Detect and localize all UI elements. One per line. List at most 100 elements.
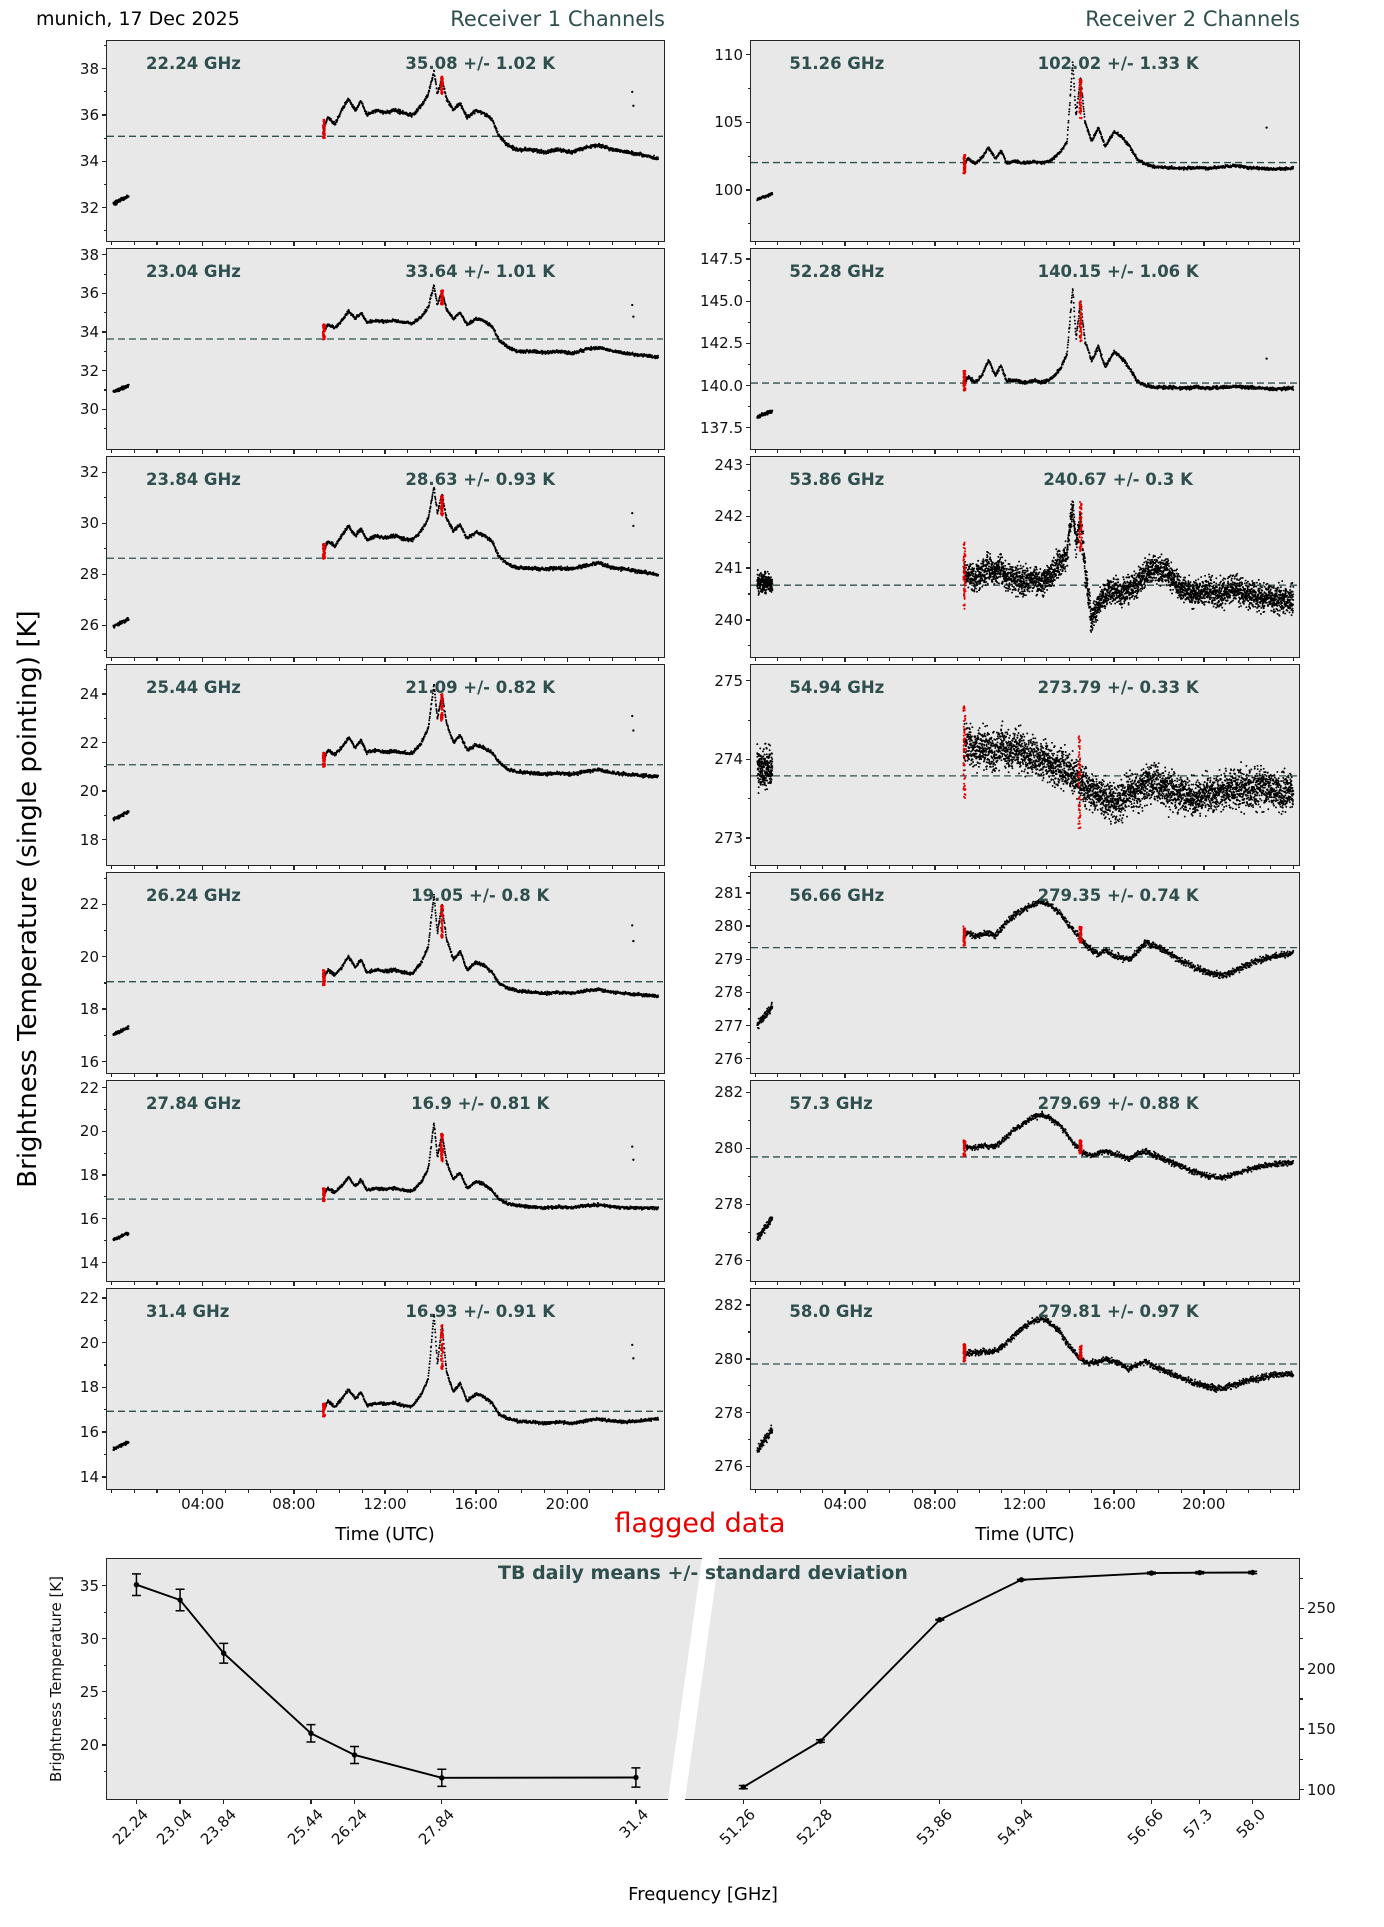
x-minor-tick-mark [429, 865, 431, 869]
x-tick-label: 20:00 [1182, 1495, 1226, 1513]
y-minor-tick-mark [747, 719, 751, 721]
x-minor-tick-mark [822, 865, 824, 869]
y-tick-label: 243 [714, 455, 743, 474]
x-minor-tick-mark [634, 241, 637, 245]
y-tick-mark [102, 903, 107, 906]
x-minor-tick-mark [133, 1489, 135, 1493]
x-minor-tick-mark [1225, 865, 1227, 869]
x-minor-tick-mark [799, 1073, 801, 1077]
x-tick-mark [293, 1489, 295, 1494]
x-minor-tick-mark [407, 241, 409, 245]
frequency-tick-mark [939, 1799, 941, 1804]
x-minor-tick-mark [133, 1073, 135, 1077]
x-minor-tick-mark [1091, 241, 1093, 245]
y-tick-label: 38 [79, 59, 99, 78]
x-tick-mark [1113, 1281, 1115, 1286]
x-minor-tick-mark [866, 657, 868, 661]
x-minor-tick-mark [110, 865, 112, 869]
x-minor-tick-mark [634, 1489, 637, 1493]
y-tick-mark [102, 1008, 107, 1010]
y-tick-mark [746, 892, 751, 894]
x-minor-tick-mark [1046, 865, 1048, 869]
channel-stat-label: 240.67 +/- 0.3 K [1043, 470, 1193, 489]
y-minor-tick-mark [103, 1034, 107, 1036]
x-minor-tick-mark [799, 657, 801, 661]
y-tick-label: 273 [714, 829, 743, 848]
x-minor-tick-mark [822, 1073, 824, 1077]
x-tick-mark [1203, 865, 1205, 870]
x-minor-tick-mark [799, 865, 801, 869]
x-tick-mark [1023, 449, 1026, 454]
y-tick-label: 279 [714, 950, 743, 969]
x-tick-mark [475, 1281, 477, 1286]
frequency-tick-label: 54.94 [994, 1805, 1038, 1849]
x-tick-mark [844, 657, 846, 662]
x-tick-mark [1113, 1073, 1115, 1078]
y-tick-mark [746, 1058, 751, 1060]
x-minor-tick-mark [452, 241, 454, 245]
y-minor-tick-mark [103, 1364, 107, 1366]
x-tick-mark [1023, 1489, 1026, 1494]
x-minor-tick-mark [247, 449, 249, 453]
x-minor-tick-mark [179, 241, 181, 245]
x-minor-tick-mark [1225, 449, 1227, 453]
x-tick-label: 20:00 [545, 1495, 589, 1513]
x-minor-tick-mark [754, 865, 756, 869]
x-minor-tick-mark [338, 1281, 340, 1285]
x-minor-tick-mark [657, 1489, 659, 1493]
x-minor-tick-mark [866, 1073, 868, 1077]
channel-panel-51.26GHz: 100 105 110 51.26 GHz 102.02 +/- 1.33 K [714, 40, 1300, 246]
channel-panel-26.24GHz: 16 18 20 22 26.24 GHz 19.05 +/- 0.8 K [80, 872, 665, 1078]
x-minor-tick-mark [361, 241, 363, 245]
x-minor-tick-mark [911, 1073, 913, 1077]
frequency-tick-mark [1020, 1799, 1023, 1804]
x-minor-tick-mark [179, 449, 181, 453]
x-minor-tick-mark [543, 241, 545, 245]
y-tick-label: 276 [714, 1457, 743, 1476]
x-minor-tick-mark [1135, 241, 1137, 245]
summary-left-y-tick [102, 1691, 107, 1693]
y-tick-mark [746, 189, 751, 191]
frequency-axis-label: Frequency [GHz] [628, 1884, 778, 1905]
x-minor-tick-mark [866, 241, 868, 245]
y-tick-mark [102, 573, 107, 576]
x-minor-tick-mark [822, 657, 824, 661]
x-minor-tick-mark [589, 1489, 591, 1493]
x-minor-tick-mark [224, 1281, 226, 1285]
y-tick-label: 32 [79, 361, 99, 380]
x-minor-tick-mark [543, 449, 545, 453]
x-minor-tick-mark [612, 657, 614, 661]
x-tick-mark [293, 1073, 295, 1078]
y-tick-mark [102, 471, 107, 473]
time-axis-label-left: Time (UTC) [335, 1524, 435, 1545]
x-minor-tick-mark [1068, 241, 1070, 245]
x-minor-tick-mark [1247, 1489, 1250, 1493]
x-minor-tick-mark [521, 449, 523, 453]
frequency-tick-label: 52.28 [793, 1805, 837, 1849]
x-minor-tick-mark [110, 1073, 112, 1077]
x-tick-mark [1203, 657, 1205, 662]
x-minor-tick-mark [866, 1489, 868, 1493]
y-tick-mark [746, 958, 751, 960]
y-minor-tick-mark [103, 312, 107, 314]
x-minor-tick-mark [866, 865, 868, 869]
x-minor-tick-mark [1046, 1489, 1048, 1493]
x-minor-tick-mark [361, 865, 363, 869]
y-tick-label: 30 [79, 514, 99, 533]
y-tick-mark [102, 1476, 107, 1478]
x-tick-mark [1023, 1073, 1026, 1078]
x-minor-tick-mark [956, 1073, 958, 1077]
x-minor-tick-mark [657, 865, 659, 869]
time-axis-label-right: Time (UTC) [975, 1524, 1075, 1545]
x-minor-tick-mark [179, 865, 181, 869]
x-minor-tick-mark [1091, 1281, 1093, 1285]
x-minor-tick-mark [133, 865, 135, 869]
summary-right-y-minor [1299, 1698, 1303, 1700]
x-minor-tick-mark [1225, 241, 1227, 245]
y-tick-label: 32 [79, 198, 99, 217]
frequency-tick-mark [635, 1799, 637, 1804]
y-tick-mark [746, 384, 751, 387]
channel-panel-54.94GHz: 273 274 275 54.94 GHz 273.79 +/- 0.33 K [714, 664, 1300, 870]
x-tick-mark [566, 1281, 568, 1286]
y-minor-tick-mark [747, 645, 751, 647]
